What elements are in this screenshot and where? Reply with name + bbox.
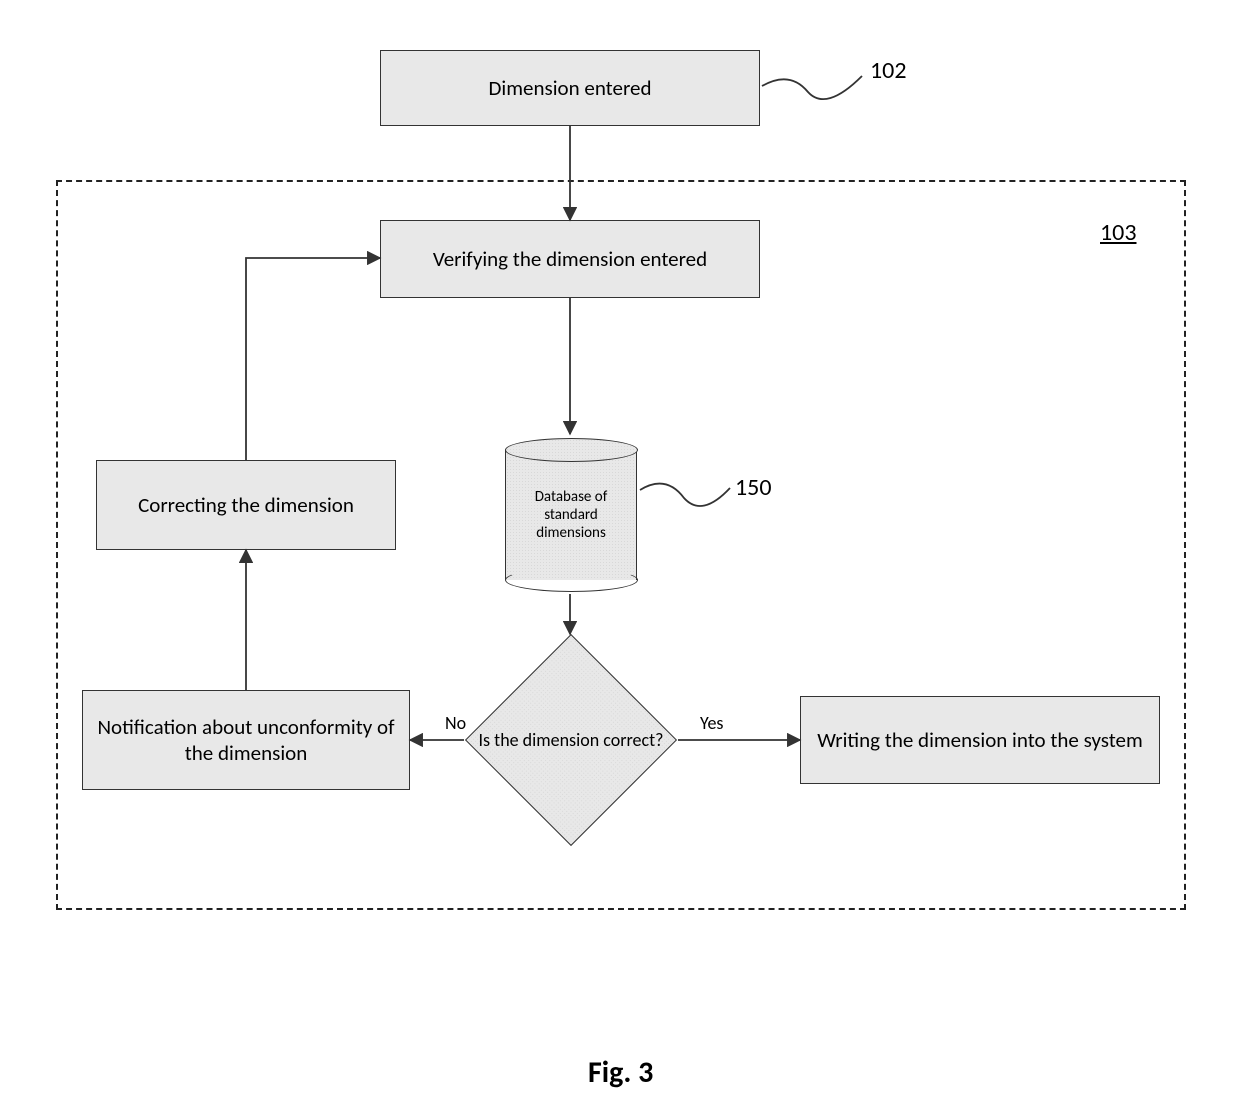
node-write-dimension: Writing the dimension into the system [800, 696, 1160, 784]
node-dimension-entered: Dimension entered [380, 50, 760, 126]
node-database: Database of standard dimensions [505, 450, 637, 580]
node-database-label: Database of standard dimensions [506, 488, 636, 542]
container-label-103: 103 [1100, 218, 1137, 247]
flowchart-canvas: 103 Dimension entered Verifying the dime… [0, 0, 1240, 1117]
node-correcting-dimension: Correcting the dimension [96, 460, 396, 550]
callout-150: 150 [735, 473, 772, 502]
callout-102: 102 [870, 56, 907, 85]
edge-label-yes: Yes [700, 712, 723, 734]
figure-caption: Fig. 3 [588, 1054, 653, 1091]
node-notification-unconformity: Notification about unconformity of the d… [82, 690, 410, 790]
node-verify-dimension: Verifying the dimension entered [380, 220, 760, 298]
edge-label-no: No [445, 712, 466, 734]
